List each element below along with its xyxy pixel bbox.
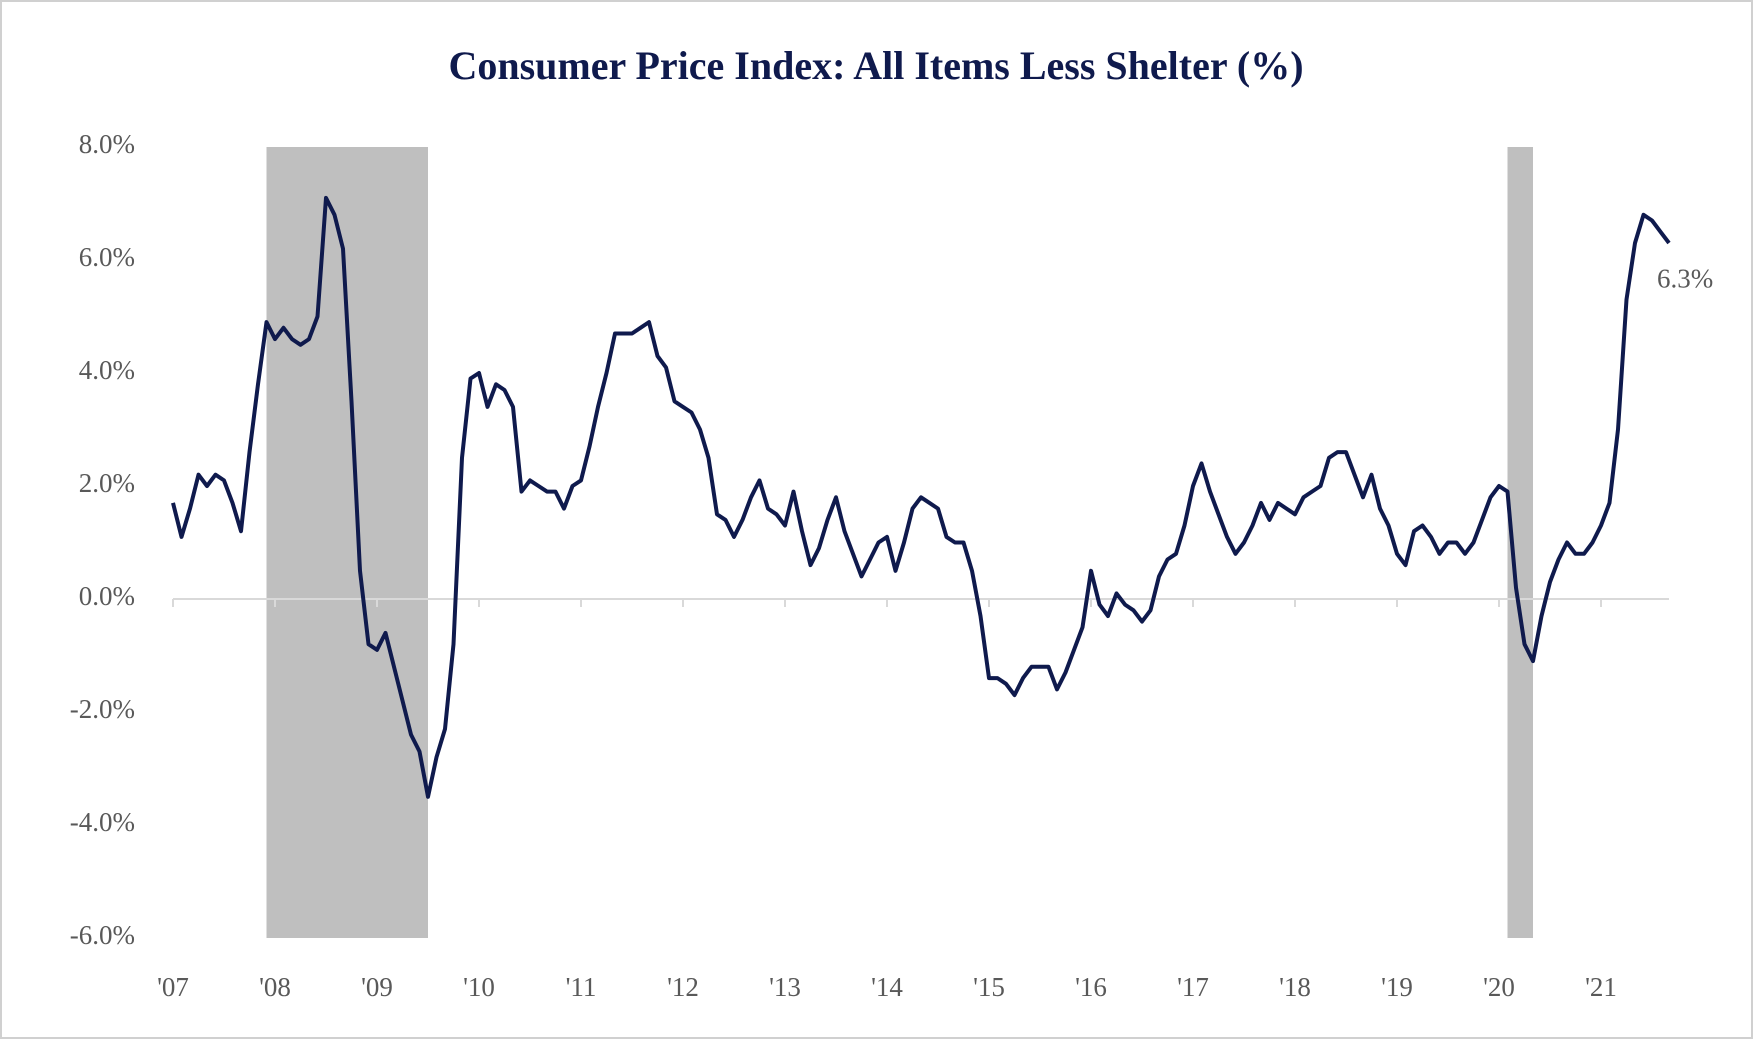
- x-tick-label: '14: [871, 972, 903, 1002]
- x-tick-label: '15: [973, 972, 1005, 1002]
- y-tick-label: 6.0%: [79, 242, 135, 272]
- recession-band: [266, 147, 428, 938]
- x-tick-label: '08: [259, 972, 291, 1002]
- series-line: [171, 195, 1671, 799]
- x-tick-label: '11: [566, 972, 597, 1002]
- x-tick-label: '20: [1483, 972, 1515, 1002]
- y-tick-label: 0.0%: [79, 581, 135, 611]
- y-tick-label: -4.0%: [70, 807, 135, 837]
- x-tick-label: '12: [667, 972, 699, 1002]
- x-tick-label: '18: [1279, 972, 1311, 1002]
- y-tick-label: 8.0%: [79, 129, 135, 159]
- y-tick-label: -2.0%: [70, 694, 135, 724]
- x-tick-label: '10: [463, 972, 495, 1002]
- x-tick-label: '17: [1177, 972, 1209, 1002]
- chart-title: Consumer Price Index: All Items Less She…: [448, 43, 1303, 88]
- x-tick-label: '09: [361, 972, 393, 1002]
- y-tick-label: 2.0%: [79, 468, 135, 498]
- x-tick-label: '21: [1585, 972, 1617, 1002]
- x-tick-label: '16: [1075, 972, 1107, 1002]
- x-tick-label: '07: [157, 972, 189, 1002]
- x-tick-label: '19: [1381, 972, 1413, 1002]
- data-label: 6.3%: [1657, 263, 1713, 293]
- y-tick-label: 4.0%: [79, 355, 135, 385]
- y-tick-label: -6.0%: [70, 920, 135, 950]
- x-tick-label: '13: [769, 972, 801, 1002]
